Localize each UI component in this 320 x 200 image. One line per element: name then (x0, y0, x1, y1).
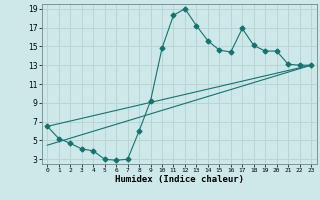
X-axis label: Humidex (Indice chaleur): Humidex (Indice chaleur) (115, 175, 244, 184)
